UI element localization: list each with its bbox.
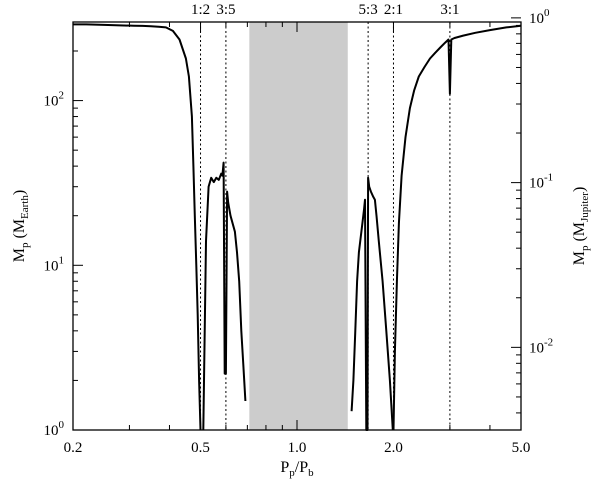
- y-axis-label-right: Mp (MJupiter): [571, 187, 591, 266]
- y2-tick-base-1: 10: [529, 176, 544, 192]
- resonance-label-3: 2:1: [384, 2, 403, 18]
- series-line-inner-resonant: [202, 161, 247, 431]
- series-line-inner: [73, 23, 202, 431]
- y-tick-base-1: 10: [44, 258, 59, 274]
- y2-tick-exp-2: 0: [544, 7, 550, 19]
- yl-unit-sub: Earth: [19, 195, 31, 219]
- y2-tick-base-2: 10: [529, 11, 544, 27]
- yr-main: M: [571, 251, 588, 265]
- y-tick-exp-1: 1: [59, 254, 65, 266]
- x-label-main: P: [280, 459, 289, 476]
- y2-tick-label-0: 10-2: [529, 336, 553, 356]
- series-line-outer-resonant: [350, 176, 394, 431]
- resonance-label-2: 5:3: [359, 2, 378, 18]
- shaded-region: [249, 22, 348, 430]
- axis-ticks: [72, 17, 522, 431]
- yr-unit-sub: Jupiter: [579, 192, 591, 222]
- y2-tick-label-1: 10-1: [529, 172, 553, 192]
- x-tick-label-2: 1.0: [288, 440, 307, 456]
- series-line-outer: [392, 24, 522, 431]
- yl-sub: p: [19, 242, 31, 248]
- yr-paren: (M: [571, 222, 588, 246]
- y2-tick-exp-1: -1: [544, 172, 553, 184]
- x-label-slash: /P: [295, 459, 308, 476]
- y-tick-base-0: 10: [44, 423, 59, 439]
- y-tick-label-2: 102: [44, 90, 65, 110]
- yl-close: ): [11, 190, 28, 195]
- yl-main: M: [11, 248, 28, 262]
- y-tick-label-0: 100: [44, 419, 65, 439]
- x-label-sub1: p: [289, 467, 295, 479]
- resonance-label-4: 3:1: [440, 2, 459, 18]
- yr-close: ): [571, 187, 588, 192]
- y-tick-exp-2: 2: [59, 90, 65, 102]
- y-tick-label-1: 101: [44, 254, 65, 274]
- x-tick-label-4: 5.0: [512, 440, 531, 456]
- y-tick-base-2: 10: [44, 94, 59, 110]
- x-tick-label-3: 2.0: [384, 440, 403, 456]
- x-label-sub2: b: [308, 467, 314, 479]
- resonance-label-1: 3:5: [216, 2, 235, 18]
- yr-sub: p: [579, 245, 591, 251]
- x-tick-label-0: 0.2: [64, 440, 83, 456]
- x-axis-label: Pp/Pb: [280, 459, 314, 479]
- y2-tick-base-0: 10: [529, 340, 544, 356]
- y2-tick-label-2: 100: [529, 7, 550, 27]
- mass-curves: [73, 23, 522, 431]
- x-tick-label-1: 0.5: [191, 440, 210, 456]
- y-tick-exp-0: 0: [59, 419, 65, 431]
- yl-paren: (M: [11, 219, 28, 243]
- y-axis-label-left: Mp (MEarth): [11, 190, 31, 262]
- y2-tick-exp-0: -2: [544, 336, 553, 348]
- resonance-label-0: 1:2: [191, 2, 210, 18]
- tick-labels: 1:2 3:5 5:3 2:1 3:10.2 0.5 1.0 2.0 5.01001011021…: [44, 2, 554, 456]
